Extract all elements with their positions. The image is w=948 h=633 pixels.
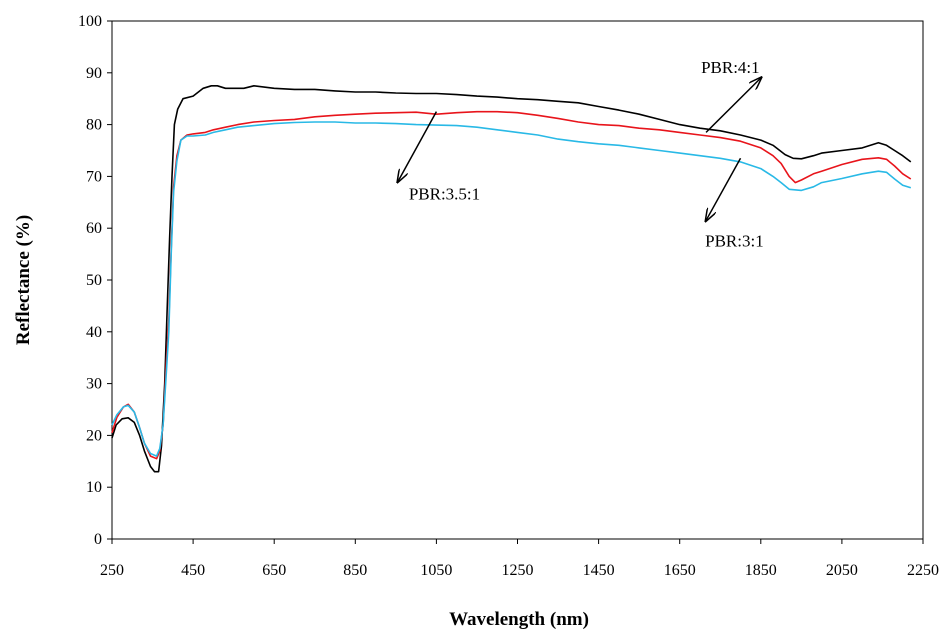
y-axis-ticks: 0 10 20 30 40 50 60 70 80 90 100 <box>78 13 112 548</box>
y-tick-label: 20 <box>86 427 102 444</box>
annotation-label: PBR:4:1 <box>701 58 760 77</box>
x-tick-label: 1450 <box>583 562 615 579</box>
x-tick-label: 2050 <box>826 562 858 579</box>
x-tick-label: 1650 <box>664 562 696 579</box>
x-tick-label: 450 <box>181 562 205 579</box>
y-tick-label: 90 <box>86 65 102 82</box>
x-tick-label: 250 <box>100 562 124 579</box>
y-tick-label: 40 <box>86 324 102 341</box>
x-axis-ticks: 250 450 650 850 1050 1250 1450 1650 1850 2050 2250 <box>100 539 939 579</box>
annotations: PBR:4:1 PBR:3.5:1 PBR:3:1 <box>398 58 764 250</box>
x-tick-label: 1250 <box>502 562 534 579</box>
y-tick-label: 80 <box>86 117 102 134</box>
series-line-3 <box>111 121 912 457</box>
x-tick-label: 850 <box>343 562 367 579</box>
x-tick-label: 650 <box>262 562 286 579</box>
x-tick-label: 1050 <box>420 562 452 579</box>
annotation-arrow <box>706 157 742 220</box>
annotation-label: PBR:3:1 <box>705 231 764 250</box>
y-tick-label: 0 <box>94 531 102 548</box>
x-tick-label: 1850 <box>745 562 777 579</box>
series-lines <box>111 85 912 473</box>
y-tick-label: 10 <box>86 479 102 496</box>
y-axis-title: Reflectance (%) <box>13 215 34 345</box>
y-tick-label: 60 <box>86 220 102 237</box>
annotation-label: PBR:3.5:1 <box>409 185 480 204</box>
y-tick-label: 70 <box>86 168 102 185</box>
x-axis-title: Wavelength (nm) <box>449 609 589 630</box>
y-tick-label: 100 <box>78 13 102 30</box>
plot-area <box>111 20 924 540</box>
annotation-arrow <box>705 78 761 133</box>
y-tick-label: 30 <box>86 376 102 393</box>
y-tick-label: 50 <box>86 272 102 289</box>
x-tick-label: 2250 <box>907 562 939 579</box>
annotation-arrow <box>398 111 438 182</box>
